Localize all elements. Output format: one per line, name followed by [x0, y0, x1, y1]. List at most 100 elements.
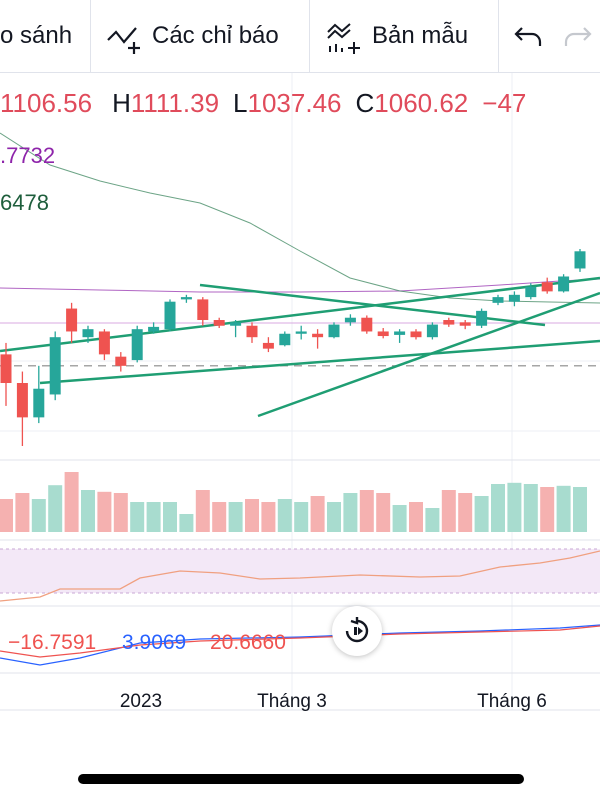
undo-icon [514, 27, 542, 46]
time-label-2023: 2023 [120, 691, 162, 712]
candle [426, 324, 438, 338]
candle [541, 282, 553, 292]
signal-line [0, 625, 600, 658]
volume-bar [245, 499, 259, 532]
volume-bar [228, 502, 243, 532]
open-value: 1106.56 [0, 88, 93, 118]
toolbar-divider [309, 0, 310, 72]
volume-bar [540, 487, 555, 532]
ohlc-legend: 1106.56 H1111.39 L1037.46 C1060.62 −47 [0, 88, 540, 124]
candle [295, 331, 307, 334]
candle [476, 310, 488, 326]
candle [197, 299, 209, 321]
price-chart[interactable]: −16.7591 3.9069 20.6660 2023 Tháng 3 Thá… [0, 73, 600, 773]
redo-icon [564, 27, 592, 46]
candle [344, 317, 356, 323]
volume-bar [474, 496, 489, 532]
low-key: L [233, 88, 248, 118]
candle [410, 331, 422, 338]
time-label-thang6: Tháng 6 [477, 691, 547, 712]
volume-bar [113, 493, 128, 532]
volume-bar [179, 514, 194, 532]
candle [82, 329, 94, 338]
candle [525, 286, 537, 298]
candle [262, 342, 274, 349]
volume-bar [523, 484, 538, 532]
candle [230, 322, 242, 326]
volume-bars [0, 472, 587, 532]
change-value: −47 [482, 88, 527, 118]
volume-bar [277, 499, 292, 532]
trendline[interactable] [0, 276, 600, 353]
volume-bar [212, 502, 227, 532]
candle [49, 337, 61, 395]
candle [361, 317, 373, 332]
candle [131, 329, 143, 361]
volume-bar [458, 493, 473, 532]
undo-button[interactable] [512, 0, 552, 72]
templates-label: Bản mẫu [372, 22, 469, 49]
candle [164, 301, 176, 330]
trendline[interactable] [199, 283, 546, 327]
volume-bar [392, 505, 407, 532]
templates-button[interactable]: Bản mẫu [324, 0, 494, 72]
candle [574, 251, 586, 269]
high-value: 1111.39 [130, 88, 220, 118]
volume-bar [425, 508, 440, 532]
ma1-value: .7732 [0, 143, 56, 168]
volume-bar [294, 502, 309, 532]
candle [33, 388, 45, 418]
rsi-line [0, 550, 600, 602]
low-value: 1037.46 [247, 88, 342, 118]
candle [213, 320, 225, 326]
compare-label: o sánh [0, 22, 73, 49]
indicators-icon [107, 27, 140, 54]
candle [508, 294, 520, 302]
replay-button[interactable] [332, 606, 382, 656]
toolbar-divider [498, 0, 499, 72]
volume-bar [359, 490, 374, 532]
candle [377, 331, 389, 337]
volume-bar [343, 493, 358, 532]
volume-bar [327, 502, 341, 532]
volume-bar [163, 502, 177, 532]
candle [558, 276, 570, 292]
volume-bar [97, 491, 112, 532]
candle [115, 356, 127, 366]
volume-bar [31, 499, 46, 532]
toolbar-divider [90, 0, 91, 72]
home-indicator[interactable] [78, 774, 524, 784]
volume-bar [376, 493, 391, 532]
replay-icon [345, 617, 369, 643]
candle [459, 322, 471, 326]
close-value: 1060.62 [374, 88, 469, 118]
volume-bar [556, 485, 571, 532]
volume-bar [310, 496, 325, 532]
compare-button[interactable]: o sánh [0, 0, 90, 72]
high-key: H [112, 88, 131, 118]
candle [66, 308, 78, 332]
volume-bar [0, 499, 13, 532]
candle [312, 333, 324, 338]
candle [394, 331, 406, 335]
volume-bar [146, 502, 161, 532]
candle [279, 333, 291, 346]
volume-bar [573, 487, 587, 532]
volume-bar [491, 484, 505, 532]
volume-bar [48, 485, 63, 532]
macd-hist-value: −16.7591 [8, 631, 96, 654]
indicators-button[interactable]: Các chỉ báo [104, 0, 304, 72]
close-key: C [355, 88, 375, 118]
volume-bar [195, 490, 210, 532]
candle [492, 297, 504, 303]
macd-value: 3.9069 [122, 631, 186, 654]
ma2-line [0, 132, 600, 304]
trendline[interactable] [257, 291, 600, 418]
chart-grid [0, 73, 600, 710]
indicators-label: Các chỉ báo [152, 22, 279, 49]
trendline[interactable] [39, 339, 600, 385]
redo-button[interactable] [562, 0, 600, 72]
volume-bar [441, 490, 456, 532]
candle [246, 325, 258, 338]
volume-bar [409, 502, 423, 532]
